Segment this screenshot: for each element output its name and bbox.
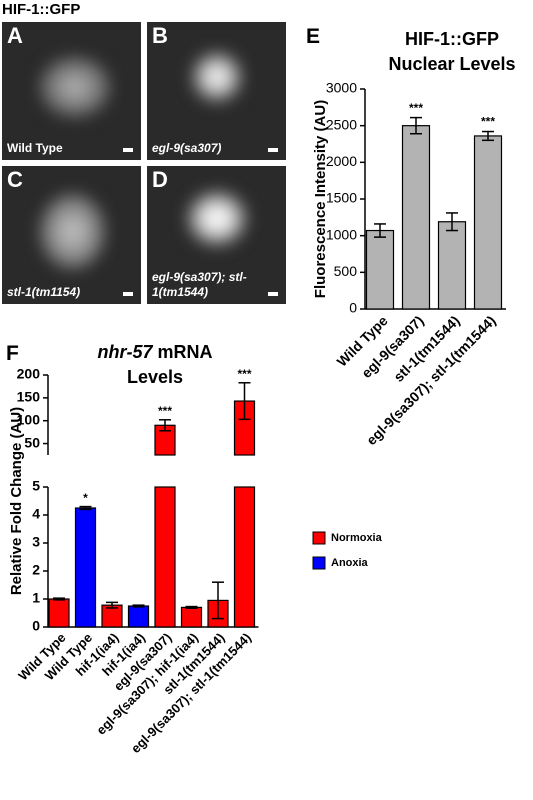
panel-letter: E <box>306 25 321 48</box>
caption: egl-9(sa307) <box>152 141 222 155</box>
scale-bar <box>123 292 133 296</box>
error-bar <box>446 212 458 232</box>
bar <box>401 125 431 310</box>
y-tick-label: 2 <box>32 562 40 578</box>
error-bar <box>212 581 224 620</box>
error-bar <box>482 130 494 142</box>
significance: *** <box>409 101 423 115</box>
error-bar <box>106 601 118 609</box>
bar <box>473 135 503 310</box>
y-tick-label: 200 <box>17 366 41 382</box>
y-tick-label: 1 <box>32 590 40 606</box>
significance: *** <box>158 404 172 418</box>
panel-letter: D <box>152 167 168 192</box>
y-tick-label: 3 <box>32 534 40 550</box>
panel-letter: C <box>7 167 23 192</box>
significance: *** <box>237 367 251 381</box>
bar <box>154 486 176 628</box>
error-bar <box>374 223 386 238</box>
y-tick-label: 3000 <box>326 80 357 96</box>
y-tick-label: 50 <box>24 434 40 450</box>
error-bar <box>159 419 171 432</box>
y-tick-label: 4 <box>32 506 40 522</box>
legend-swatch <box>312 556 326 570</box>
error-bar <box>185 605 198 609</box>
micrograph: A Wild Type <box>2 22 141 160</box>
scale-bar <box>268 292 278 296</box>
y-tick-label: 100 <box>17 411 41 427</box>
legend-label: Anoxia <box>331 557 369 569</box>
y-tick-label: 1500 <box>326 190 357 206</box>
y-tick-label: 150 <box>17 389 41 405</box>
scale-bar <box>123 148 133 152</box>
error-bar <box>132 604 145 608</box>
chart-title: HIF-1::GFP Nuclear Levels <box>388 29 516 74</box>
y-tick-label: 0 <box>32 618 40 634</box>
bar <box>74 507 97 628</box>
figure-title: HIF-1::GFP <box>2 1 81 18</box>
caption: Wild Type <box>7 141 63 155</box>
legend-swatch <box>312 531 326 545</box>
panel-letter: A <box>7 23 23 48</box>
bar <box>437 221 467 310</box>
error-bar <box>79 505 92 511</box>
y-tick-label: 2500 <box>326 116 357 132</box>
y-tick-label: 5 <box>32 478 40 494</box>
legend-label: Normoxia <box>331 532 383 544</box>
y-tick-label: 0 <box>349 300 357 316</box>
significance: * <box>83 491 88 505</box>
bar <box>127 605 150 628</box>
significance: *** <box>481 115 495 129</box>
y-tick-label: 1000 <box>326 226 357 242</box>
chart-title: nhr-57 mRNA Levels <box>85 340 225 390</box>
y-axis-label: Relative Fold Change (AU) <box>8 407 25 595</box>
scale-bar <box>268 148 278 152</box>
y-axis-label: Fluorescence Intensity (AU) <box>312 100 329 298</box>
bar <box>365 229 395 310</box>
title-gene: nhr-57 <box>97 342 153 362</box>
bar <box>233 486 256 628</box>
error-bar <box>53 597 65 601</box>
title-rest: mRNA Levels <box>126 342 213 387</box>
bar <box>180 606 203 628</box>
error-bar <box>238 382 251 421</box>
caption: egl-9(sa307); stl-1(tm1544) <box>152 270 247 299</box>
micrograph: C stl-1(tm1154) <box>2 166 141 304</box>
error-bar <box>410 116 422 135</box>
panel-letter: F <box>6 342 19 365</box>
micrograph: D egl-9(sa307); stl-1(tm1544) <box>147 166 286 304</box>
micrograph: B egl-9(sa307) <box>147 22 286 160</box>
bar <box>48 598 70 628</box>
panel-letter: B <box>152 23 168 48</box>
y-tick-label: 2000 <box>326 153 357 169</box>
y-tick-label: 500 <box>334 263 358 279</box>
caption: stl-1(tm1154) <box>7 285 81 299</box>
